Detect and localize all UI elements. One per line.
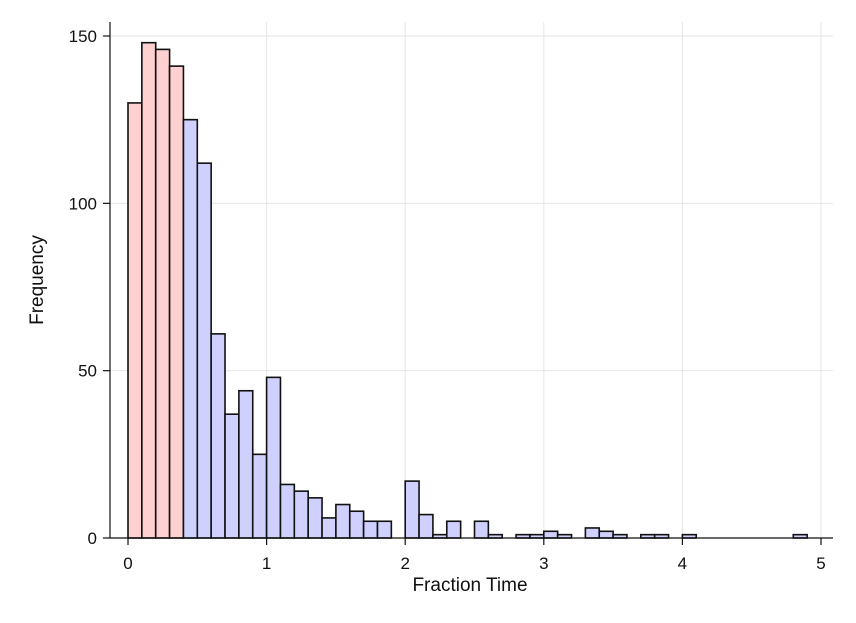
histogram-bar: [224, 413, 240, 539]
axes: [103, 22, 833, 545]
gridlines: [110, 22, 833, 538]
histogram-bar: [404, 480, 420, 539]
histogram-bar: [445, 520, 462, 539]
x-tick-label: 0: [123, 554, 132, 573]
y-tick-label: 50: [78, 362, 97, 381]
histogram-bar: [182, 118, 199, 539]
y-tick-label: 0: [88, 529, 97, 548]
histogram-bar: [154, 48, 171, 539]
histogram-bar: [584, 527, 601, 539]
histogram-bar: [210, 333, 226, 539]
histogram-bar: [293, 490, 309, 539]
histogram-bar: [251, 453, 268, 539]
histogram-bar: [542, 530, 559, 539]
histogram-bar: [473, 520, 490, 539]
y-tick-label: 150: [69, 27, 97, 46]
histogram-bar: [127, 102, 143, 539]
x-axis-title: Fraction Time: [412, 575, 527, 596]
histogram-bar: [348, 510, 365, 539]
histogram-bar: [238, 389, 254, 539]
histogram-bar: [168, 65, 185, 539]
histogram-bar: [335, 503, 351, 539]
y-axis-title: Frequency: [27, 235, 48, 325]
histogram-bar: [307, 497, 323, 539]
y-tick-label: 100: [69, 194, 97, 213]
x-tick-label: 2: [400, 554, 409, 573]
histogram-bar: [141, 41, 157, 539]
histogram-bar: [196, 162, 212, 539]
histogram-bar: [376, 520, 393, 539]
x-tick-label: 3: [539, 554, 548, 573]
x-tick-label: 4: [678, 554, 687, 573]
histogram-bar: [265, 376, 282, 539]
histogram-bar: [418, 513, 434, 539]
histogram-bar: [362, 520, 379, 539]
histogram-bar: [279, 483, 296, 539]
histogram-bar: [598, 530, 614, 539]
x-tick-label: 5: [816, 554, 825, 573]
histogram-bar: [321, 517, 337, 539]
x-tick-label: 1: [262, 554, 271, 573]
